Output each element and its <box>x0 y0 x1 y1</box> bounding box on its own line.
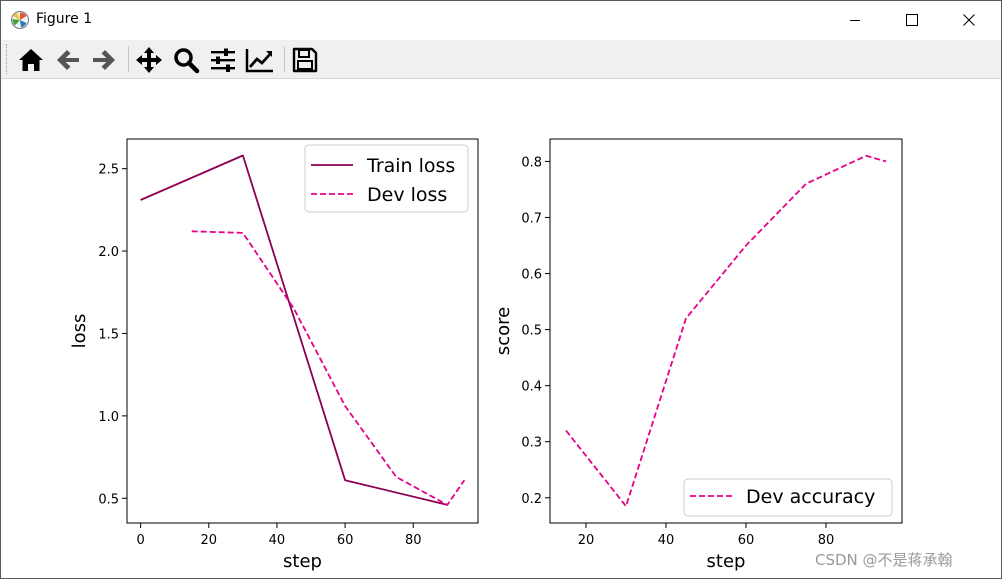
legend-frame <box>304 144 469 213</box>
zoom-button[interactable] <box>170 44 202 76</box>
legend-dev-accuracy-label: Dev accuracy <box>746 486 875 508</box>
score-plot-area <box>549 138 903 524</box>
loss-axes: 0 20 40 60 80 0.5 1.0 1.5 2.0 2.5 step loss Train… <box>69 138 479 572</box>
score-xlabel: step <box>707 551 746 572</box>
score-ytick-label: 0.4 <box>521 380 542 395</box>
score-ylabel: score <box>493 307 514 355</box>
score-xtick-label: 60 <box>738 533 755 548</box>
configure-subplots-button[interactable] <box>207 44 239 76</box>
loss-xtick-label: 20 <box>201 533 218 548</box>
score-xtick-label: 80 <box>818 533 835 548</box>
window-title: Figure 1 <box>36 11 93 27</box>
loss-ytick-label: 1.0 <box>98 410 119 425</box>
score-ytick-label: 0.6 <box>521 268 542 283</box>
forward-button[interactable] <box>88 44 120 76</box>
score-ytick-label: 0.2 <box>521 492 542 507</box>
score-axes: 20 40 60 80 0.2 0.3 0.4 0.5 0.6 0.7 0.8 step score… <box>493 138 903 572</box>
arrow-left-icon <box>57 50 79 70</box>
loss-ytick-label: 0.5 <box>98 492 119 507</box>
chart-line-icon <box>245 49 273 73</box>
loss-ytick-label: 2.5 <box>98 163 119 178</box>
score-xtick-label: 20 <box>578 533 595 548</box>
arrow-right-icon <box>93 50 115 70</box>
title-bar: Figure 1 <box>1 1 1001 39</box>
pan-button[interactable] <box>133 44 165 76</box>
loss-ytick-label: 1.5 <box>98 327 119 342</box>
watermark: CSDN @不是蒋承翰 <box>815 551 953 569</box>
loss-xtick-label: 0 <box>136 533 144 548</box>
edit-axis-button[interactable] <box>244 44 276 76</box>
navigation-toolbar <box>1 40 1001 79</box>
matplotlib-icon <box>11 11 29 29</box>
maximize-button[interactable] <box>884 1 940 39</box>
legend-dev-loss-label: Dev loss <box>367 184 447 206</box>
loss-xlabel: step <box>283 551 322 572</box>
close-button[interactable] <box>941 1 997 39</box>
minimize-button[interactable] <box>827 1 883 39</box>
loss-xtick-label: 40 <box>269 533 286 548</box>
loss-xtick-label: 80 <box>405 533 422 548</box>
move-icon <box>136 47 162 73</box>
legend-frame <box>683 478 893 517</box>
sliders-icon <box>211 48 235 72</box>
floppy-icon <box>292 47 318 73</box>
home-button[interactable] <box>15 44 47 76</box>
figure-canvas: 0 20 40 60 80 0.5 1.0 1.5 2.0 2.5 step loss Train… <box>69 138 903 572</box>
loss-legend: Train loss Dev loss <box>304 144 469 213</box>
save-button[interactable] <box>289 44 321 76</box>
maximize-icon <box>906 14 918 26</box>
loss-series-dev-loss <box>191 230 466 506</box>
loss-xtick-label: 60 <box>337 533 354 548</box>
score-xtick-label: 40 <box>658 533 675 548</box>
score-ytick-label: 0.3 <box>521 436 542 451</box>
score-legend: Dev accuracy <box>683 478 893 517</box>
loss-ylabel: loss <box>69 314 90 349</box>
loss-ytick-label: 2.0 <box>98 245 119 260</box>
toolbar-separator <box>284 46 285 72</box>
back-button[interactable] <box>52 44 84 76</box>
toolbar-grip <box>6 44 9 74</box>
legend-train-loss-label: Train loss <box>366 155 455 177</box>
score-ytick-label: 0.7 <box>521 211 542 226</box>
score-ytick-label: 0.8 <box>521 155 542 170</box>
score-ytick-label: 0.5 <box>521 324 542 339</box>
minimize-icon <box>850 20 860 21</box>
magnifier-icon <box>174 48 200 74</box>
home-icon <box>19 49 43 71</box>
score-series-dev-accuracy <box>565 154 887 508</box>
close-icon <box>963 14 975 26</box>
toolbar-separator <box>128 46 129 72</box>
loss-series-train-loss <box>140 154 448 506</box>
